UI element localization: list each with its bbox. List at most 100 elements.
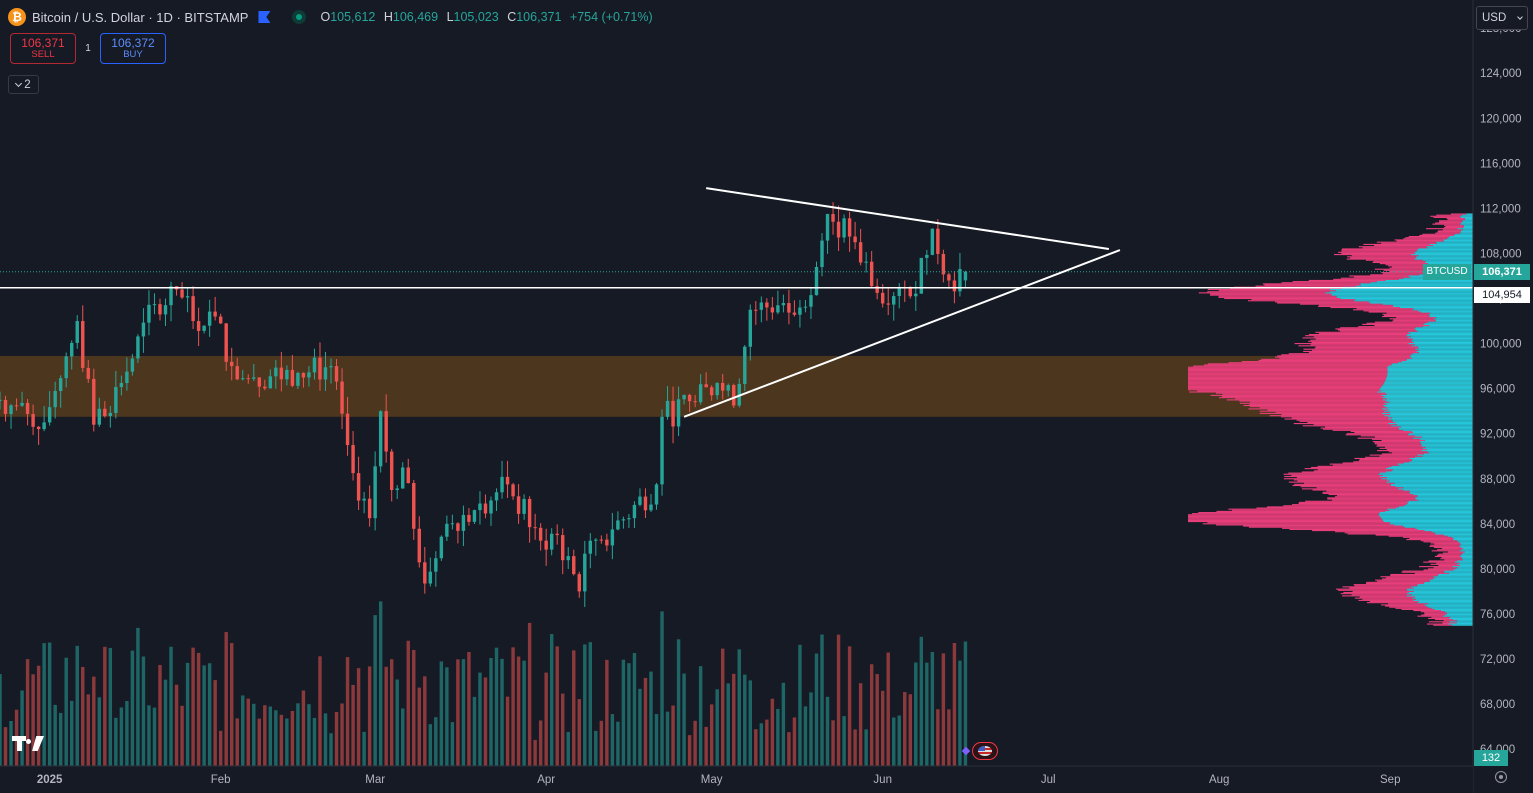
- profile-bar-sell: [1332, 499, 1419, 501]
- volume-bar: [698, 666, 703, 766]
- profile-bar-sell: [1396, 317, 1437, 319]
- profile-bar-sell: [1394, 239, 1444, 241]
- candle-body: [86, 367, 90, 379]
- settings-icon[interactable]: [1495, 771, 1507, 783]
- profile-bar-sell: [1341, 249, 1418, 251]
- volume-bar: [367, 666, 372, 766]
- profile-bar-sell: [1188, 514, 1379, 516]
- profile-bar-buy: [1411, 340, 1473, 342]
- volume-bar: [583, 644, 587, 766]
- profile-bar-sell: [1259, 407, 1388, 409]
- volume-bar: [114, 717, 118, 766]
- profile-bar-sell: [1275, 301, 1369, 303]
- price-axis[interactable]: 128,000124,000120,000116,000112,000108,0…: [1472, 0, 1533, 793]
- profile-bar-buy: [1427, 247, 1473, 249]
- time-axis[interactable]: 2025 Feb Mar Apr May Jun Jul Aug Sep: [0, 765, 1473, 793]
- volume-bar: [842, 716, 846, 766]
- profile-bar-buy: [1415, 527, 1473, 529]
- profile-bar-sell: [1188, 516, 1381, 518]
- volume-bar: [792, 717, 797, 766]
- profile-bar-buy: [1459, 550, 1473, 552]
- profile-bar-sell: [1296, 477, 1387, 479]
- profile-bar-sell: [1301, 488, 1398, 490]
- candle-body: [312, 357, 317, 373]
- profile-bar-sell: [1335, 531, 1432, 533]
- profile-bar-sell: [1350, 430, 1412, 433]
- candle-body: [709, 387, 714, 396]
- volume-bar: [544, 672, 548, 766]
- candle-body: [224, 323, 228, 362]
- profile-bar-sell: [1275, 411, 1390, 413]
- candle-body: [285, 369, 289, 380]
- price-tick-label: 100,000: [1480, 339, 1522, 351]
- indicators-toggle-button[interactable]: 2: [8, 75, 39, 94]
- profile-bar-sell: [1318, 304, 1394, 306]
- profile-bar-sell: [1424, 612, 1447, 614]
- profile-bar-buy: [1462, 559, 1473, 561]
- economic-event-icon[interactable]: [972, 742, 998, 760]
- volume-bar: [296, 703, 300, 766]
- profile-bar-sell: [1429, 545, 1460, 547]
- profile-bar-buy: [1432, 578, 1473, 580]
- support-trendline[interactable]: [683, 249, 1121, 418]
- volume-bar: [505, 696, 510, 766]
- profile-bar-buy: [1389, 401, 1473, 403]
- profile-bar-sell: [1318, 332, 1411, 334]
- volume-bar: [925, 662, 929, 766]
- tradingview-logo-icon[interactable]: [12, 735, 46, 753]
- volume-bar: [820, 634, 824, 766]
- currency-select[interactable]: USD: [1476, 6, 1528, 30]
- profile-bar-sell: [1391, 266, 1433, 268]
- profile-bar-buy: [1381, 408, 1473, 410]
- bitcoin-icon: ₿: [8, 8, 26, 26]
- market-status-icon[interactable]: [292, 10, 307, 24]
- sell-button[interactable]: 106,371 SELL: [10, 33, 76, 64]
- profile-bar-sell: [1447, 219, 1466, 221]
- profile-bar-buy: [1463, 225, 1473, 227]
- flag-icon[interactable]: [258, 11, 271, 23]
- candle-body: [20, 402, 24, 406]
- volume-bar: [831, 720, 835, 766]
- profile-bar-sell: [1308, 352, 1419, 354]
- time-tick-label: May: [701, 774, 723, 786]
- profile-bar-buy: [1380, 386, 1473, 389]
- profile-bar-sell: [1380, 576, 1434, 578]
- candle-body: [428, 571, 433, 584]
- profile-bar-buy: [1386, 403, 1473, 405]
- profile-bar-sell: [1301, 471, 1387, 473]
- profile-bar-sell: [1421, 614, 1446, 616]
- open-key: O: [320, 10, 331, 24]
- resistance-trendline[interactable]: [706, 187, 1110, 250]
- profile-bar-sell: [1243, 525, 1403, 527]
- price-tick-label: 92,000: [1480, 429, 1515, 441]
- volume-bar: [853, 729, 857, 766]
- candle-body: [367, 498, 372, 519]
- volume-bar: [75, 645, 79, 766]
- buy-button[interactable]: 106,372 BUY: [100, 33, 166, 64]
- profile-bar-buy: [1397, 424, 1473, 426]
- candle-body: [726, 385, 730, 391]
- profile-bar-sell: [1436, 214, 1462, 216]
- profile-bar-buy: [1424, 322, 1473, 324]
- volume-bar: [301, 690, 306, 766]
- volume-bar: [47, 642, 52, 766]
- symbol-title[interactable]: Bitcoin / U.S. Dollar · 1D · BITSTAMP: [32, 9, 249, 25]
- candle-body: [831, 214, 835, 222]
- profile-bar-buy: [1461, 558, 1473, 560]
- profile-bar-buy: [1417, 454, 1473, 456]
- profile-bar-sell: [1218, 397, 1383, 399]
- profile-bar-sell: [1222, 393, 1387, 395]
- candle-body: [417, 528, 421, 563]
- profile-bar-sell: [1354, 597, 1413, 599]
- volume-bar: [345, 657, 350, 766]
- candle-body: [715, 383, 719, 396]
- profile-bar-buy: [1415, 348, 1473, 350]
- volume-bar: [351, 684, 355, 766]
- profile-bar-buy: [1379, 389, 1473, 391]
- profile-bar-buy: [1466, 213, 1473, 215]
- candle-body: [196, 321, 201, 331]
- profile-bar-buy: [1404, 526, 1473, 528]
- horizontal-line-price-tag[interactable]: 104,954: [1474, 286, 1530, 303]
- profile-bar-buy: [1382, 518, 1473, 520]
